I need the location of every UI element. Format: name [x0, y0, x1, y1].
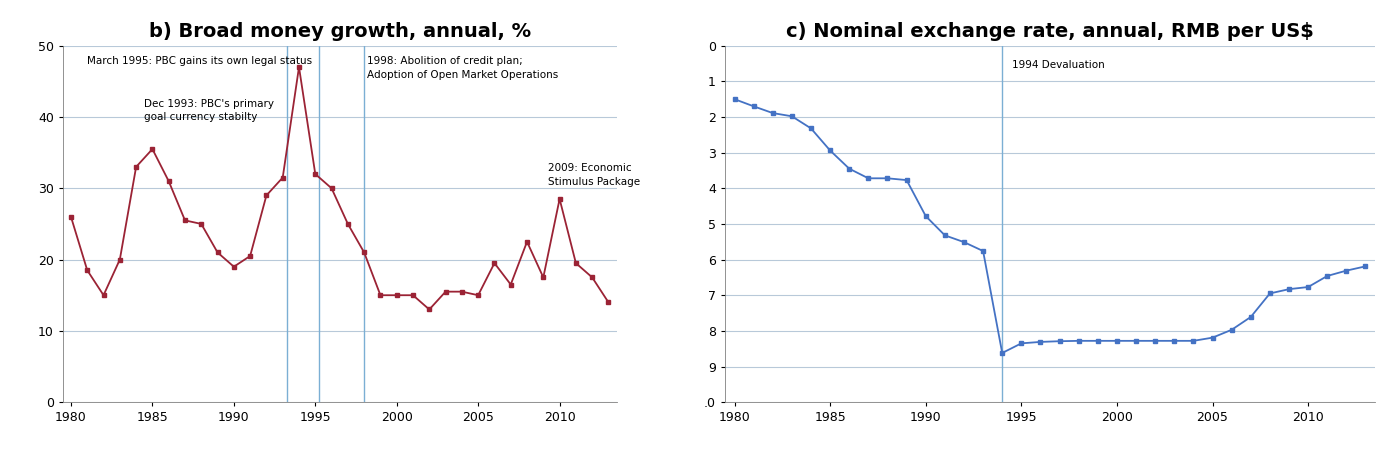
- Text: 1998: Abolition of credit plan;
Adoption of Open Market Operations: 1998: Abolition of credit plan; Adoption…: [367, 56, 558, 80]
- Text: 2009: Economic
Stimulus Package: 2009: Economic Stimulus Package: [549, 163, 641, 186]
- Text: March 1995: PBC gains its own legal status: March 1995: PBC gains its own legal stat…: [88, 56, 313, 66]
- Text: Dec 1993: PBC's primary
goal currency stabilty: Dec 1993: PBC's primary goal currency st…: [144, 99, 274, 122]
- Text: 1994 Devaluation: 1994 Devaluation: [1012, 60, 1104, 70]
- Title: b) Broad money growth, annual, %: b) Broad money growth, annual, %: [148, 22, 530, 42]
- Title: c) Nominal exchange rate, annual, RMB per US$: c) Nominal exchange rate, annual, RMB pe…: [786, 22, 1314, 42]
